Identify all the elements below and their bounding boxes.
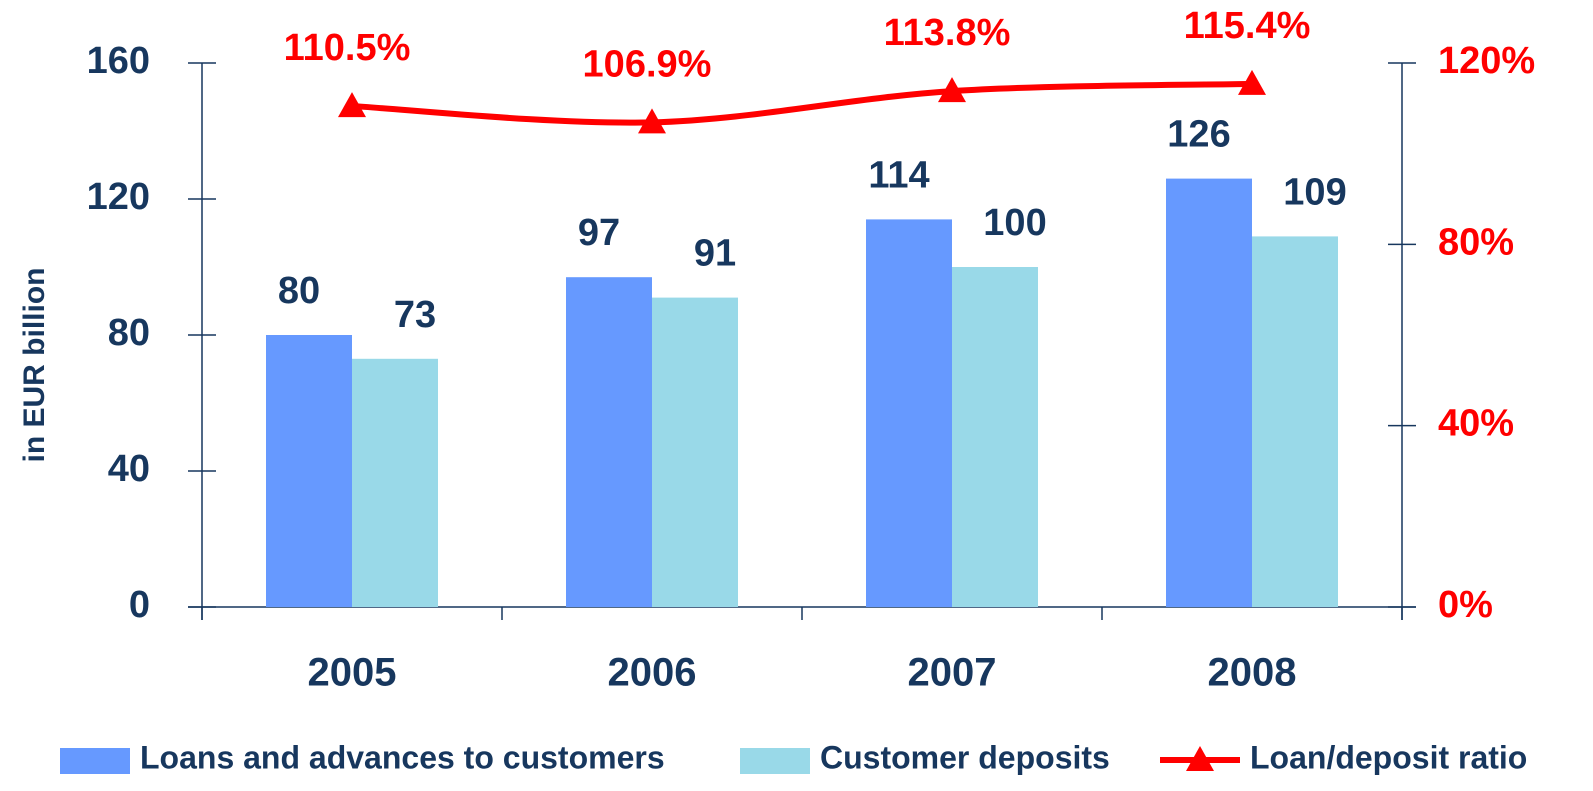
y2-tick-label: 120%: [1438, 40, 1535, 82]
bar-value-label: 80: [278, 270, 320, 312]
y-tick-label: 80: [108, 312, 150, 354]
legend-label: Customer deposits: [820, 739, 1110, 775]
bar-value-label: 91: [694, 233, 736, 275]
bar: [1166, 178, 1252, 607]
x-tick-label: 2007: [908, 651, 997, 695]
bar: [1252, 236, 1338, 607]
legend-swatch: [60, 748, 130, 774]
y2-tick-label: 0%: [1438, 584, 1493, 626]
bar-value-label: 114: [868, 154, 929, 196]
bar: [266, 335, 352, 607]
bar-value-label: 73: [394, 294, 436, 336]
line-value-label: 113.8%: [884, 12, 1011, 54]
legend-label: Loans and advances to customers: [140, 739, 665, 775]
line-marker: [338, 92, 366, 118]
bar: [566, 277, 652, 607]
bar: [866, 219, 952, 607]
line-value-label: 106.9%: [583, 43, 712, 85]
bar: [652, 297, 738, 607]
x-tick-label: 2006: [608, 651, 697, 695]
bar-value-label: 109: [1283, 171, 1346, 213]
line-marker: [938, 77, 966, 103]
bar-value-label: 100: [983, 202, 1046, 244]
y-tick-label: 160: [87, 40, 150, 82]
legend-label: Loan/deposit ratio: [1250, 739, 1527, 775]
bar-value-label: 126: [1167, 114, 1230, 156]
y2-tick-label: 40%: [1438, 403, 1514, 445]
bar-value-label: 97: [578, 212, 620, 254]
y-tick-label: 120: [87, 176, 150, 218]
y-axis-label: in EUR billion: [18, 268, 51, 463]
line: [351, 80, 1253, 126]
y-tick-label: 40: [108, 448, 150, 490]
x-tick-label: 2005: [308, 651, 397, 695]
line-marker: [638, 108, 666, 134]
legend-marker: [1186, 746, 1214, 771]
y2-tick-label: 80%: [1438, 221, 1514, 263]
legend-swatch: [740, 748, 810, 774]
bar: [952, 267, 1038, 607]
x-tick-label: 2008: [1208, 651, 1297, 695]
bar: [352, 358, 438, 607]
line-value-label: 110.5%: [284, 27, 411, 69]
line-value-label: 115.4%: [1184, 5, 1311, 47]
y-tick-label: 0: [129, 584, 150, 626]
line-marker: [1238, 69, 1266, 95]
